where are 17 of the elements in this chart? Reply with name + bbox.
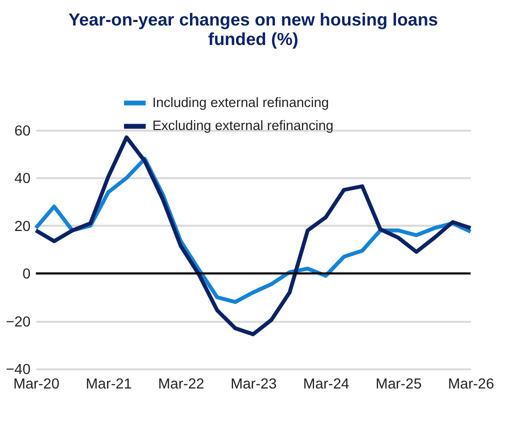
y-tick-label: 20	[14, 218, 31, 235]
legend-label: Excluding external refinancing	[152, 118, 334, 134]
y-tick-label: 60	[14, 124, 31, 140]
line-series	[34, 135, 472, 336]
y-tick-label: −40	[6, 362, 31, 378]
chart-title: Year-on-year changes on new housing loans funded (%)	[68, 9, 438, 49]
y-tick-label: 0	[22, 266, 31, 283]
y-tick-label: 40	[14, 171, 31, 188]
y-tick-label: −20	[6, 314, 31, 330]
x-tick-label: Mar-20	[13, 376, 60, 393]
x-tick-label: Mar-22	[158, 376, 204, 393]
legend-label: Including external refinancing	[152, 94, 329, 110]
x-tick-label: Mar-24	[303, 376, 350, 393]
x-tick-label: Mar-21	[86, 376, 132, 393]
x-tick-label: Mar-25	[376, 376, 422, 393]
x-tick-label: Mar-26	[448, 376, 494, 393]
x-tick-label: Mar-23	[230, 376, 277, 393]
